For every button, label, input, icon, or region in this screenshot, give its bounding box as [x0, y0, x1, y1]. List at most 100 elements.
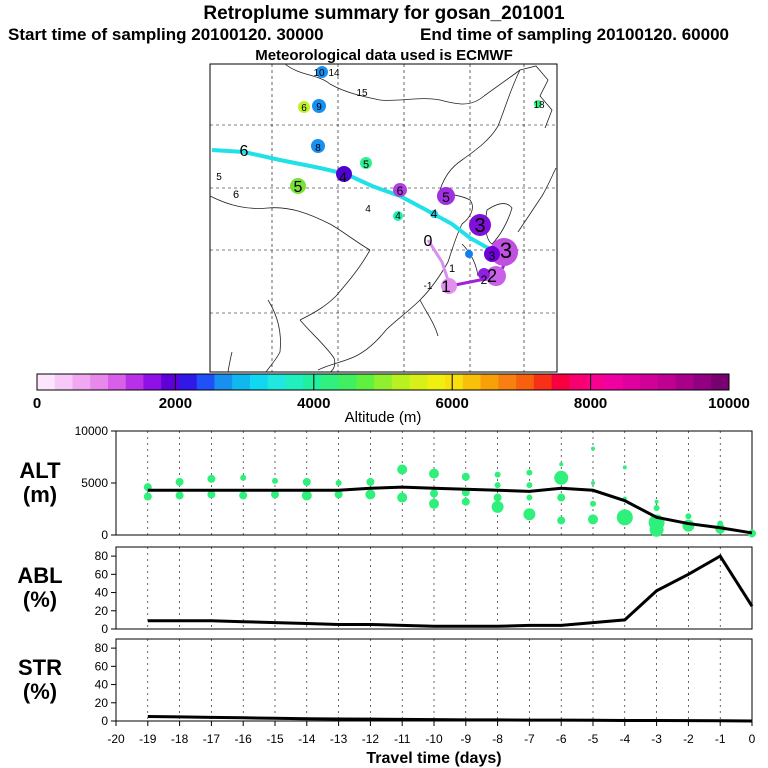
x-axis-title: Travel time (days): [366, 750, 501, 767]
scatter-point: [654, 499, 659, 504]
trajectory-circle: [486, 266, 506, 286]
colorbar-swatch: [533, 374, 553, 390]
x-tick-label: -9: [460, 732, 471, 746]
colorbar-swatch: [356, 374, 375, 390]
y-tick-label: 40: [95, 586, 109, 600]
scatter-point: [240, 474, 247, 481]
trajectory-label: 0: [424, 233, 433, 250]
scatter-point: [526, 494, 533, 501]
colorbar-swatch: [622, 374, 641, 390]
cyan-trajectory-line: [211, 148, 489, 250]
scatter-point: [334, 490, 343, 499]
scatter-point: [491, 500, 504, 513]
trajectory-label: 5: [442, 189, 450, 205]
scatter-point: [143, 492, 152, 501]
scatter-point: [591, 481, 595, 485]
trajectory-label: 10: [313, 68, 325, 79]
trajectory-label: 4: [339, 169, 347, 185]
scatter-point: [461, 497, 470, 506]
colorbar-swatch: [72, 374, 91, 390]
trajectory-label: 3: [474, 215, 485, 237]
panel-abl: 80 60 40 20 0 ABL(%): [17, 546, 754, 636]
scatter-point: [653, 504, 660, 511]
map-coastline: [461, 243, 479, 277]
trajectory-circle: [312, 99, 326, 113]
trajectory-label: 5: [294, 179, 303, 196]
pink-trajectory-line: [426, 239, 452, 287]
y-tick-label: 80: [95, 641, 109, 655]
median-line: [147, 485, 753, 535]
trajectory-circle: [478, 268, 490, 280]
colorbar-swatch: [604, 374, 624, 390]
trajectory-label: 3: [489, 249, 496, 263]
scatter-point: [494, 482, 501, 489]
trajectory-label: 2: [487, 266, 497, 286]
colorbar-tick-label: 4000: [297, 395, 330, 412]
x-tick-label: -12: [362, 732, 380, 746]
colorbar-swatch: [125, 374, 144, 390]
x-tick-label: -18: [171, 732, 189, 746]
y-tick-label: 0: [101, 622, 108, 636]
scatter-point: [526, 469, 533, 476]
trajectory-label: 2: [481, 273, 488, 287]
end-time-text: End time of sampling 20100120. 60000: [420, 25, 729, 44]
map-coastline: [227, 351, 233, 373]
scatter-point: [493, 493, 502, 502]
map-coastline: [517, 167, 557, 233]
colorbar-swatch: [445, 374, 464, 390]
scatter-point: [301, 490, 312, 501]
trajectory-label: 15: [356, 88, 368, 99]
trajectory-circle: [298, 101, 310, 113]
colorbar-swatch: [409, 374, 428, 390]
trajectory-label: 4: [365, 204, 371, 215]
x-tick-label: -1: [715, 732, 726, 746]
altitude-colorbar: 0 2000 4000 6000 8000 10000 Altitude (m): [33, 373, 750, 426]
scatter-point: [685, 513, 692, 520]
colorbar-swatch: [427, 374, 446, 390]
scatter-point: [591, 446, 595, 451]
scatter-point: [430, 489, 438, 498]
trajectory-circle: [430, 210, 438, 218]
trajectory-circle: [360, 157, 372, 169]
map-coastline: [317, 261, 449, 371]
scatter-point: [526, 482, 533, 489]
colorbar-swatch: [675, 374, 695, 390]
colorbar-tick-label: 6000: [436, 395, 469, 412]
trajectory-label: 14: [328, 68, 340, 79]
map-coastline: [265, 299, 281, 373]
colorbar-swatch: [303, 374, 322, 390]
trajectory-label: 9: [316, 102, 322, 113]
scatter-point: [365, 489, 376, 500]
trajectory-circle: [441, 278, 457, 294]
colorbar-swatch: [462, 374, 482, 390]
scatter-point: [397, 492, 408, 503]
trajectory-label: 3: [500, 238, 512, 263]
scatter-point: [429, 498, 439, 509]
x-tick-label: -11: [394, 732, 411, 746]
trajectory-label: 5: [363, 159, 369, 171]
colorbar-frame: [36, 373, 730, 391]
scatter-point: [207, 474, 216, 483]
x-tick-label: -2: [683, 732, 694, 746]
y-tick-label: 60: [95, 659, 109, 673]
colorbar-swatch: [232, 374, 251, 390]
scatter-point: [302, 477, 311, 486]
trajectory-circle: [311, 139, 325, 153]
series-line: [147, 714, 753, 723]
chart-title: Retroplume summary for gosan_201001: [203, 3, 565, 24]
colorbar-swatch: [178, 374, 198, 390]
title-block: Retroplume summary for gosan_201001 Star…: [0, 0, 768, 66]
colorbar-swatch: [498, 374, 517, 390]
trajectory-circle: [316, 66, 328, 78]
x-tick-label: -13: [330, 732, 348, 746]
trajectory-circle: [393, 211, 403, 221]
scatter-point: [335, 480, 342, 486]
series-line: [147, 554, 754, 628]
x-tick-label: -7: [524, 732, 535, 746]
colorbar-title: Altitude (m): [345, 409, 422, 426]
trajectory-circle: [484, 246, 500, 262]
scatter-point: [494, 471, 501, 478]
time-series-panels: 1000050000ALT(m)806040200ABL(%)806040200…: [17, 424, 756, 767]
